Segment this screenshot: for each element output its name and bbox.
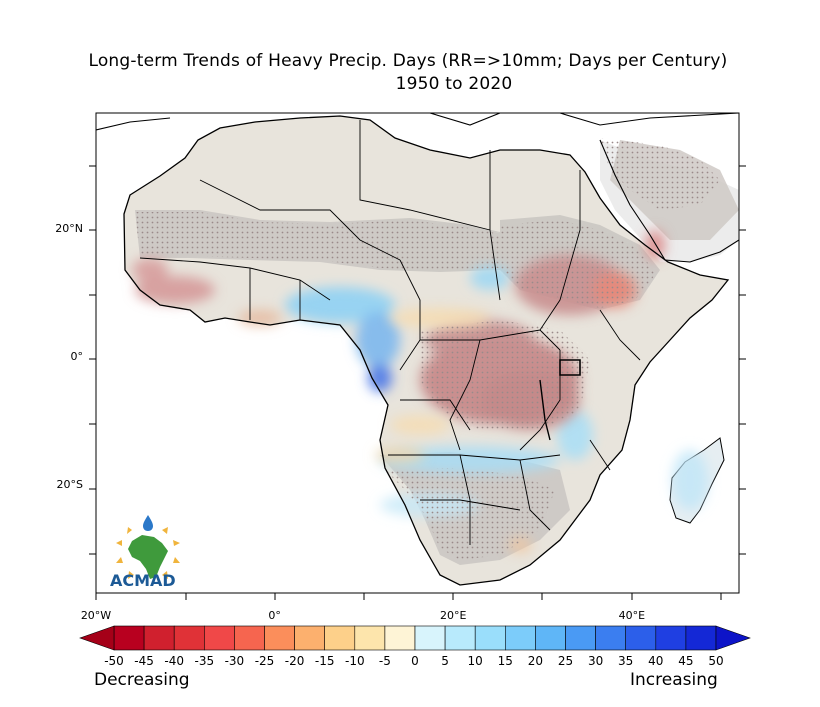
colorbar-tick-label: 25 xyxy=(558,654,573,668)
x-tick-label: 0° xyxy=(268,609,281,622)
significance-dots xyxy=(135,138,720,560)
colorbar-tick-label: -25 xyxy=(255,654,275,668)
colorbar-tick-label: -50 xyxy=(104,654,124,668)
colorbar: -50 -45 -40 -35 -30 -25 -20 -15 -10 -5 0 5 10 15 20 25 3… xyxy=(79,625,751,668)
colorbar-low-arrow xyxy=(79,625,115,651)
colorbar-high-arrow xyxy=(715,625,751,651)
colorbar-tick-label: -45 xyxy=(134,654,154,668)
colorbar-tick-label: -10 xyxy=(345,654,365,668)
colorbar-right-label: Increasing xyxy=(630,670,718,690)
colorbar-box xyxy=(324,625,356,651)
logo-text: ACMAD xyxy=(110,571,176,590)
colorbar-tick-label: -20 xyxy=(285,654,305,668)
colorbar-tick-label: 50 xyxy=(708,654,723,668)
colorbar-tick-label: 45 xyxy=(678,654,693,668)
colorbar-tick-label: 35 xyxy=(618,654,633,668)
colorbar-box xyxy=(565,625,596,651)
acmad-logo: ACMAD xyxy=(110,515,180,590)
country-borders xyxy=(139,120,641,545)
map-frame xyxy=(95,112,740,594)
colorbar-tick-label: -5 xyxy=(379,654,391,668)
colorbar-box xyxy=(655,625,687,651)
colorbar-tick-label: -40 xyxy=(164,654,184,668)
colorbar-box xyxy=(264,625,295,651)
colorbar-tick-label: -15 xyxy=(315,654,335,668)
colorbar-box xyxy=(384,625,416,651)
x-axis-tick-labels: 20°W 0° 20°E 40°E xyxy=(81,609,645,622)
x-tick-label: 20°W xyxy=(81,609,111,622)
colorbar-tick-label: -30 xyxy=(225,654,245,668)
colorbar-box xyxy=(474,625,506,651)
logo-water-drop-icon xyxy=(143,515,153,531)
colorbar-tick-label: 0 xyxy=(411,654,419,668)
y-tick-label: 0° xyxy=(71,350,84,363)
colorbar-tick-label: 10 xyxy=(468,654,483,668)
colorbar-box xyxy=(294,625,326,651)
colorbar-box xyxy=(234,625,265,651)
y-tick-label: 20°S xyxy=(57,478,83,491)
slight-decrease-regions xyxy=(375,308,532,553)
colorbar-box xyxy=(595,625,626,651)
x-tick-label: 20°E xyxy=(440,609,466,622)
colorbar-box xyxy=(204,625,235,651)
colorbar-tick-label: 15 xyxy=(498,654,513,668)
colorbar-box xyxy=(113,625,145,651)
colorbar-tick-label: 20 xyxy=(528,654,543,668)
colorbar-tick-label: 5 xyxy=(441,654,449,668)
x-tick-label: 40°E xyxy=(619,609,645,622)
frame-ticks xyxy=(89,165,746,600)
colorbar-box xyxy=(444,625,476,651)
arabian-coastline xyxy=(599,139,739,263)
y-axis-tick-labels: 20°N 0° 20°S xyxy=(55,222,83,491)
colorbar-left-label: Decreasing xyxy=(94,670,190,690)
colorbar-tick-label: -35 xyxy=(194,654,214,668)
colorbar-box xyxy=(625,625,657,651)
colorbar-box xyxy=(414,625,446,651)
africa-coastline xyxy=(123,115,730,586)
colorbar-box xyxy=(143,625,175,651)
map-layer xyxy=(96,113,739,586)
y-tick-label: 20°N xyxy=(55,222,83,235)
logo-africa-shape xyxy=(128,535,168,579)
colorbar-tick-label: 30 xyxy=(588,654,603,668)
colorbar-box xyxy=(173,625,205,651)
chart-title: Long-term Trends of Heavy Precip. Days (… xyxy=(88,51,728,71)
colorbar-box xyxy=(535,625,566,651)
colorbar-box xyxy=(354,625,386,651)
colorbar-box xyxy=(685,625,717,651)
colorbar-tick-label: 40 xyxy=(648,654,663,668)
mediterranean-coast-europe xyxy=(96,113,739,131)
colorbar-box xyxy=(504,625,536,651)
chart-subtitle: 1950 to 2020 xyxy=(395,74,513,94)
